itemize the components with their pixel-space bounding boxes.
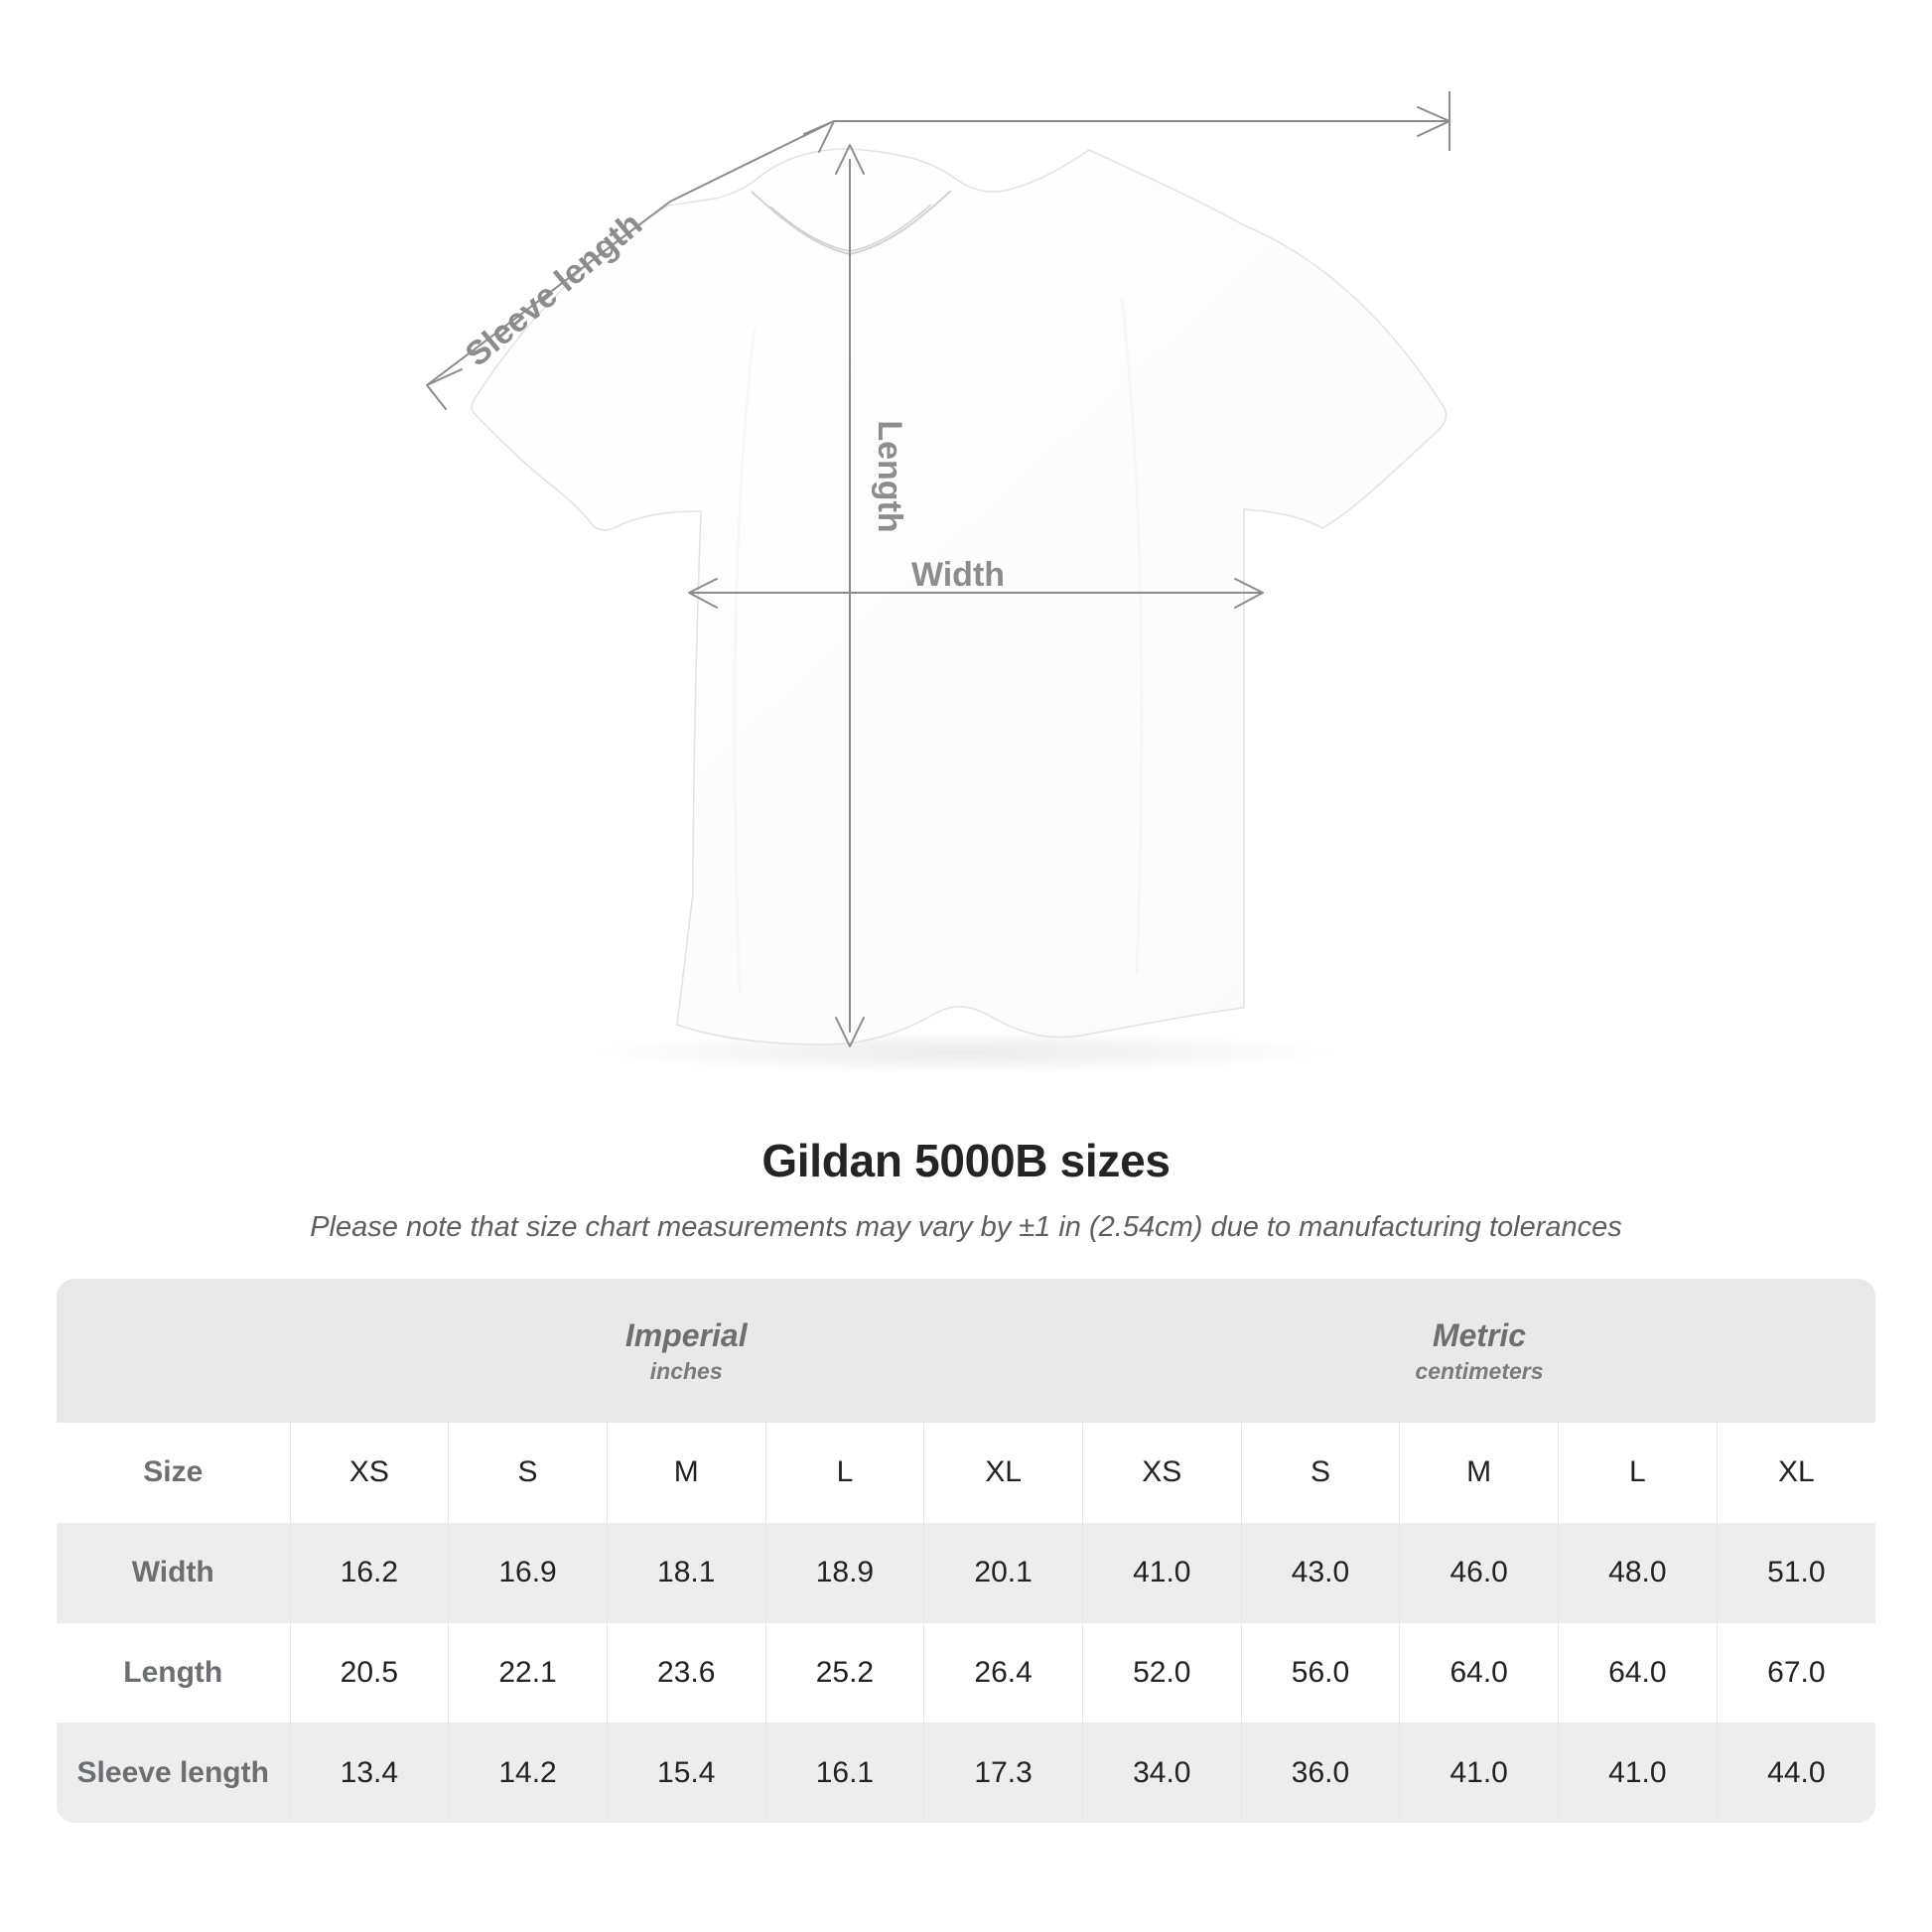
svg-text:Length: Length <box>871 420 908 532</box>
svg-text:Width: Width <box>911 556 1005 594</box>
